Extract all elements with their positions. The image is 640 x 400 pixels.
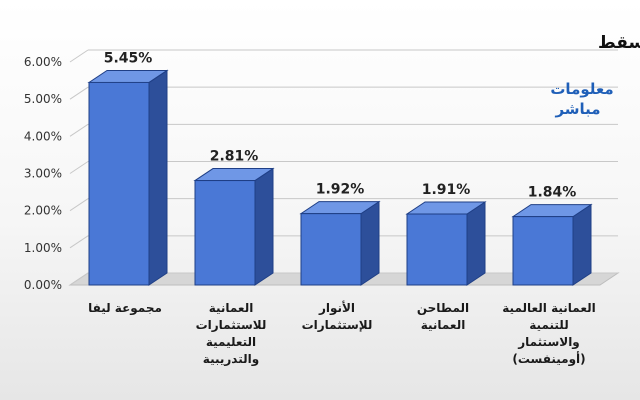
x-tick-label: والاستثمار: [517, 335, 580, 350]
x-tick-label: المطاحن: [417, 301, 469, 315]
x-tick-label: العمانية: [209, 301, 254, 315]
gridline-depth: [69, 235, 89, 249]
bar-front: [512, 216, 574, 286]
bar-front: [300, 213, 362, 286]
logo-line2: مباشر: [554, 100, 600, 118]
bar: [511, 203, 593, 286]
x-tick-label: للتنمية: [529, 318, 568, 332]
data-label: 1.84%: [528, 185, 577, 201]
gridline-depth: [69, 49, 89, 63]
y-tick-label: 3.00%: [24, 167, 62, 181]
gridline-depth: [69, 272, 89, 286]
bar-side: [254, 167, 274, 286]
chart-title: أكثر 5 أسهم رابحة ببورصة مسقط: [598, 31, 640, 53]
x-tick-label: العمانية العالمية: [502, 301, 595, 315]
bar-front: [88, 81, 150, 286]
bar-side: [466, 201, 486, 286]
y-tick-label: 6.00%: [24, 55, 62, 69]
x-tick-label: (أومينفست): [512, 351, 585, 367]
logo-line1: معلومات: [550, 80, 613, 98]
y-tick-label: 2.00%: [24, 204, 62, 218]
gridline-depth: [69, 123, 89, 137]
x-tick-label: مجموعة ليفا: [88, 301, 162, 316]
data-label: 2.81%: [210, 149, 259, 165]
logo: معلومات مباشر: [550, 80, 613, 118]
data-label: 1.91%: [422, 182, 471, 198]
x-tick-label: التعليمية: [206, 335, 256, 349]
bar: [87, 69, 169, 286]
bar-front: [406, 213, 468, 286]
gridline-depth: [69, 86, 89, 100]
x-tick-label: للاستثمارات: [196, 318, 267, 332]
y-tick-label: 1.00%: [24, 241, 62, 255]
bar-front: [194, 180, 256, 286]
bar: [193, 167, 275, 286]
x-tick-label: والتدريبية: [203, 352, 259, 367]
bar: [405, 201, 487, 286]
x-tick-label: العمانية: [421, 318, 466, 332]
bar-side: [148, 69, 168, 286]
x-tick-label: الأنوار: [318, 300, 355, 316]
bar-side: [572, 203, 592, 286]
x-tick-label: للإستثمارات: [302, 318, 373, 332]
y-tick-label: 4.00%: [24, 129, 62, 143]
y-tick-label: 5.00%: [24, 92, 62, 106]
y-tick-label: 0.00%: [24, 278, 62, 292]
bar: [299, 200, 381, 286]
gridline-depth: [69, 198, 89, 212]
gridline-depth: [69, 161, 89, 174]
data-label: 1.92%: [316, 182, 365, 198]
bar-side: [360, 200, 380, 286]
data-label: 5.45%: [104, 50, 153, 66]
